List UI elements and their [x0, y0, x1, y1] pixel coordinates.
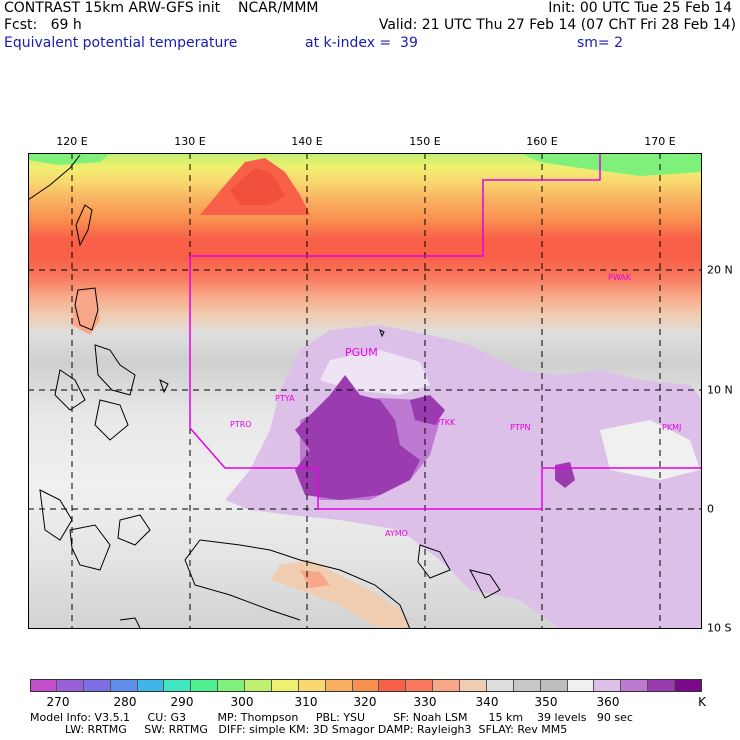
colorbar-cell — [110, 679, 138, 692]
colorbar-label-350: 350 — [534, 695, 558, 709]
warm-tongue-core — [230, 168, 285, 205]
station-pkmj: PKMJ — [662, 423, 681, 432]
colorbar-cell — [137, 679, 165, 692]
colorbar-label-300: 300 — [230, 695, 254, 709]
colorbar-label-280: 280 — [113, 695, 137, 709]
lon-label-130e: 130 E — [174, 135, 206, 148]
nest-boundary — [189, 153, 702, 510]
colorbar-cell — [648, 679, 676, 692]
station-ptkk: PTKK — [435, 418, 456, 427]
colorbar-label-330: 330 — [413, 695, 437, 709]
colorbar-cell — [379, 679, 407, 692]
colorbar-cell — [594, 679, 622, 692]
colorbar-cell — [513, 679, 541, 692]
colorbar-label-360: 360 — [596, 695, 620, 709]
colorbar-label-310: 310 — [294, 695, 318, 709]
coastlines — [28, 154, 501, 629]
colorbar-cell — [486, 679, 514, 692]
lon-label-160e: 160 E — [526, 135, 558, 148]
colorbar-cell — [460, 679, 487, 692]
colorbar-cell — [567, 679, 595, 692]
graticule — [28, 153, 702, 629]
purple-blob-ptkk — [410, 395, 445, 425]
field-name: Equivalent potential temperature — [4, 35, 238, 51]
colorbar-label-320: 320 — [353, 695, 377, 709]
level-info: at k-index = 39 — [305, 35, 418, 51]
colorbar-frame — [30, 679, 702, 692]
colorbar-cell — [325, 679, 353, 692]
smoothing-info: sm= 2 — [577, 35, 624, 51]
warm-patch-philippines — [72, 290, 100, 335]
map-frame — [28, 153, 702, 629]
station-labels: PGUM PTYA PTRO PTKK PTPN PKMJ PWAK AYMO — [230, 273, 681, 538]
lat-label-20n: 20 N — [707, 263, 733, 277]
station-aymo: AYMO — [385, 529, 408, 538]
lat-label-10n: 10 N — [707, 383, 733, 397]
colorbar-cell — [83, 679, 111, 692]
colorbar-unit: K — [698, 695, 706, 709]
cool-band-top-left — [28, 153, 110, 165]
lat-label-10s: 10 S — [707, 621, 732, 635]
colorbar-cell — [271, 679, 299, 692]
colorbar-cell — [30, 679, 57, 692]
station-pgum: PGUM — [345, 346, 378, 359]
colorbar-cell — [298, 679, 326, 692]
theta-e-map: PGUM PTYA PTRO PTKK PTPN PKMJ PWAK AYMO — [28, 153, 702, 629]
lon-label-140e: 140 E — [291, 135, 323, 148]
colorbar-cell — [406, 679, 434, 692]
colorbar-cell — [191, 679, 219, 692]
colorbar-cell — [621, 679, 649, 692]
colorbar-cell — [245, 679, 272, 692]
station-pwak: PWAK — [608, 273, 632, 282]
lon-label-150e: 150 E — [409, 135, 441, 148]
colorbar-label-270: 270 — [46, 695, 70, 709]
model-title: CONTRAST 15km ARW-GFS init NCAR/MMM — [4, 0, 319, 16]
forecast-hour: Fcst: 69 h — [4, 17, 82, 33]
lat-label-0: 0 — [707, 502, 714, 516]
colorbar-cell — [218, 679, 246, 692]
colorbar-cell — [433, 679, 461, 692]
station-ptro: PTRO — [230, 420, 252, 429]
colorbar-cell — [56, 679, 84, 692]
lon-label-170e: 170 E — [644, 135, 676, 148]
white-pocket-east — [600, 420, 700, 480]
init-time: Init: 00 UTC Tue 25 Feb 14 — [548, 0, 732, 16]
purple-region-dark — [295, 375, 420, 500]
colorbar-cell — [352, 679, 380, 692]
model-info-line-2: LW: RRTMG SW: RRTMG DIFF: simple KM: 3D … — [30, 723, 568, 736]
cool-band-top-right — [520, 153, 702, 176]
lon-label-120e: 120 E — [56, 135, 88, 148]
colorbar-label-340: 340 — [475, 695, 499, 709]
station-ptya: PTYA — [275, 394, 295, 403]
colorbar-cell — [540, 679, 568, 692]
colorbar-cell — [164, 679, 192, 692]
valid-time: Valid: 21 UTC Thu 27 Feb 14 (07 ChT Fri … — [378, 17, 736, 33]
station-ptpn: PTPN — [510, 423, 531, 432]
model-info-line-1: Model Info: V3.5.1 CU: G3 MP: Thompson P… — [30, 711, 633, 724]
colorbar-label-290: 290 — [170, 695, 194, 709]
